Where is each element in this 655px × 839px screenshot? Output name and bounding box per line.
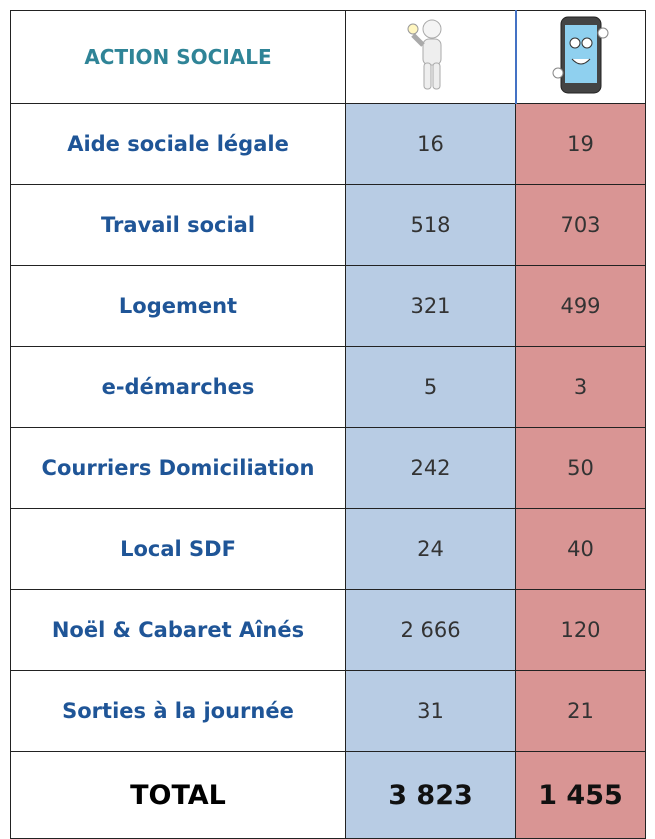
cell-value: 3 823 — [346, 752, 516, 839]
cell-value: 5 — [346, 347, 516, 428]
icon-cell — [346, 11, 516, 104]
cell-value: 40 — [516, 509, 646, 590]
row-label: Logement — [11, 266, 346, 347]
cell-value: 21 — [516, 671, 646, 752]
cell-value: 120 — [516, 590, 646, 671]
row-label: e-démarches — [11, 347, 346, 428]
phone-icon — [551, 13, 611, 97]
row-label: Travail social — [11, 185, 346, 266]
row-label: Courriers Domiciliation — [11, 428, 346, 509]
row-label: Sorties à la journée — [11, 671, 346, 752]
cell-value: 3 — [516, 347, 646, 428]
cell-value: 2 666 — [346, 590, 516, 671]
cell-value: 703 — [516, 185, 646, 266]
header-cell: ACTION SOCIALE — [11, 11, 346, 104]
row-label: Noël & Cabaret Aînés — [11, 590, 346, 671]
cell-value: 1 455 — [516, 752, 646, 839]
cell-value: 50 — [516, 428, 646, 509]
cell-value: 31 — [346, 671, 516, 752]
header-row: ACTION SOCIALE — [11, 11, 646, 104]
table-body: ACTION SOCIALE — [11, 11, 646, 839]
table: ACTION SOCIALE — [10, 10, 646, 839]
cell-value: 16 — [346, 104, 516, 185]
cell-value: 242 — [346, 428, 516, 509]
cell-value: 24 — [346, 509, 516, 590]
row-label: Local SDF — [11, 509, 346, 590]
row-label: Aide sociale légale — [11, 104, 346, 185]
icon-cell — [516, 11, 646, 104]
page: ACTION SOCIALE — [0, 0, 655, 835]
row-label: TOTAL — [11, 752, 346, 839]
cell-value: 518 — [346, 185, 516, 266]
person-icon — [405, 15, 455, 95]
cell-value: 19 — [516, 104, 646, 185]
cell-value: 321 — [346, 266, 516, 347]
cell-value: 499 — [516, 266, 646, 347]
